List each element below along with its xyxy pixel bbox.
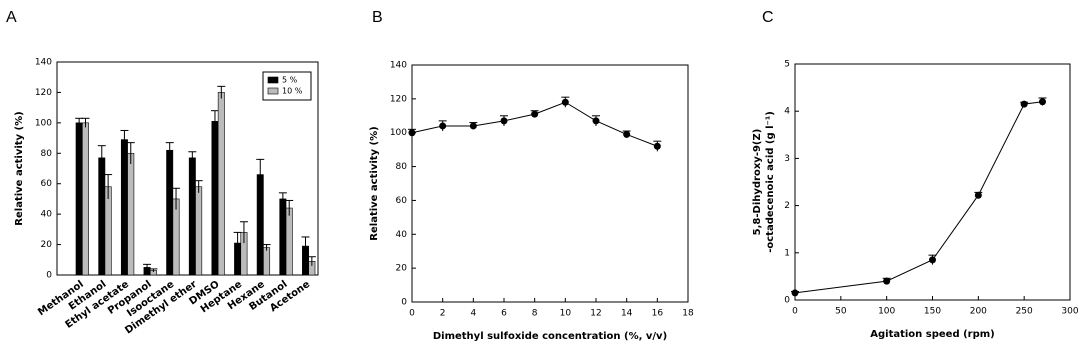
data-point	[469, 122, 477, 130]
bar	[98, 157, 106, 276]
data-point	[883, 277, 891, 285]
y-tick-label: 0	[401, 298, 407, 308]
plot-frame	[56, 61, 319, 276]
y-axis-label: Relative activity (%)	[14, 111, 25, 225]
bar	[211, 121, 219, 276]
x-tick-label: 6	[501, 309, 507, 319]
plot-frame	[411, 64, 689, 303]
x-tick-label: 200	[970, 307, 987, 317]
bar	[217, 92, 225, 276]
data-point	[791, 289, 799, 297]
y-tick-label: 120	[390, 94, 407, 104]
x-tick-label: 0	[792, 307, 798, 317]
bar	[195, 186, 203, 276]
data-point	[408, 129, 416, 137]
panel-title: C	[762, 9, 774, 26]
x-tick-label: 10	[560, 309, 572, 319]
x-tick-label: 4	[470, 309, 476, 319]
data-point	[974, 191, 982, 199]
panel-title: B	[372, 9, 383, 26]
bar	[127, 152, 135, 276]
y-tick-label: 80	[41, 149, 53, 159]
data-line	[411, 101, 658, 147]
y-axis-label: Relative activity (%)	[369, 126, 380, 240]
y-tick-label: 1	[784, 248, 790, 258]
x-tick-label: 14	[621, 309, 633, 319]
y-tick-label: 4	[784, 107, 790, 117]
bar	[120, 139, 128, 276]
x-axis-label: Dimethyl sulfoxide concentration (%, v/v…	[433, 331, 667, 342]
y-tick-label: 2	[784, 201, 790, 211]
data-point	[592, 117, 600, 125]
data-point	[531, 110, 539, 118]
y-tick-label: 3	[784, 154, 790, 164]
bar	[82, 122, 89, 276]
y-tick-label: 140	[35, 58, 52, 68]
legend-label: 5 %	[282, 76, 298, 85]
y-tick-label: 100	[35, 118, 52, 128]
panel-title: A	[6, 9, 17, 26]
y-tick-label: 40	[41, 210, 53, 220]
y-axis-label: 5,8-Dihydroxy-9(Z)	[752, 129, 763, 236]
x-axis-label: Agitation speed (rpm)	[870, 329, 995, 340]
x-tick-label: 100	[878, 307, 895, 317]
x-tick-label: 250	[1016, 307, 1033, 317]
x-tick-label: 0	[409, 309, 415, 319]
x-tick-label: 12	[590, 309, 601, 319]
y-axis-label: -octadecenoic acid (g l⁻¹)	[765, 111, 776, 253]
data-point	[500, 117, 508, 125]
data-point	[1020, 100, 1028, 108]
bar	[279, 198, 287, 276]
bar	[188, 157, 196, 276]
x-tick-label: 16	[652, 309, 664, 319]
y-tick-label: 20	[41, 240, 53, 250]
data-point	[653, 142, 661, 150]
y-tick-label: 0	[46, 271, 52, 281]
data-point	[439, 122, 447, 130]
bar	[104, 186, 112, 276]
x-tick-label: 18	[682, 309, 694, 319]
data-point	[929, 256, 936, 264]
y-tick-label: 120	[35, 88, 52, 98]
data-line	[794, 101, 1043, 294]
y-tick-label: 140	[390, 61, 407, 71]
x-tick-label: 50	[835, 307, 847, 317]
legend-swatch	[267, 76, 279, 84]
legend-label: 10 %	[282, 87, 303, 96]
y-tick-label: 60	[396, 196, 408, 206]
legend-box	[262, 71, 312, 101]
x-tick-label: 8	[532, 309, 538, 319]
legend-swatch	[267, 87, 279, 95]
data-point	[561, 98, 569, 106]
x-tick-label: 300	[1061, 307, 1078, 317]
bar	[166, 149, 174, 276]
y-tick-label: 0	[784, 296, 790, 306]
x-tick-label: 2	[440, 309, 446, 319]
x-tick-label: 150	[924, 307, 941, 317]
bar	[263, 247, 271, 276]
bar	[285, 207, 293, 276]
bar	[75, 122, 83, 276]
y-tick-label: 5	[784, 60, 790, 70]
data-point	[623, 130, 631, 138]
y-tick-label: 100	[390, 128, 407, 138]
y-tick-label: 80	[396, 162, 408, 172]
y-tick-label: 60	[41, 179, 53, 189]
y-tick-label: 20	[396, 264, 408, 274]
y-tick-label: 40	[396, 230, 408, 240]
bar	[172, 198, 180, 276]
data-point	[1039, 98, 1046, 106]
